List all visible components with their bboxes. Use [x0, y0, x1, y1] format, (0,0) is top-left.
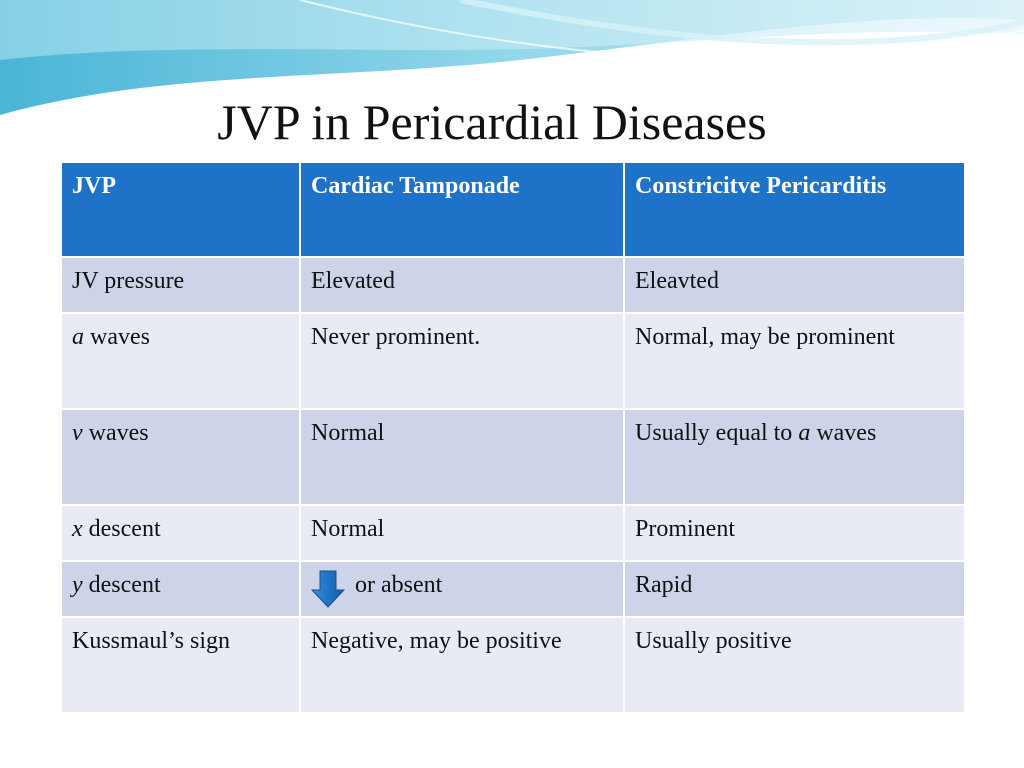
- constrictive-cell: Usually positive: [623, 616, 966, 714]
- header-constrictive-pericarditis: Constricitve Pericarditis: [623, 161, 966, 258]
- tamponade-cell: Elevated: [299, 256, 625, 314]
- table-row: v waves Normal Usually equal to a waves: [60, 408, 966, 506]
- constrictive-text-post: waves: [810, 420, 877, 446]
- param-italic: v: [72, 420, 83, 446]
- tamponade-cell: Negative, may be positive: [299, 616, 625, 714]
- param-label: waves: [84, 324, 150, 350]
- constrictive-text: Usually positive: [635, 628, 792, 654]
- table-row: JV pressure Elevated Eleavted: [60, 256, 966, 314]
- param-cell: JV pressure: [60, 256, 301, 314]
- param-cell: a waves: [60, 312, 301, 410]
- constrictive-cell: Usually equal to a waves: [623, 408, 966, 506]
- tamponade-cell: Normal: [299, 504, 625, 562]
- slide-title: JVP in Pericardial Diseases: [217, 94, 767, 150]
- constrictive-cell: Prominent: [623, 504, 966, 562]
- param-label: descent: [82, 572, 161, 598]
- table-row: a waves Never prominent. Normal, may be …: [60, 312, 966, 410]
- tamponade-cell: or absent: [299, 560, 625, 618]
- table-row: y descent or absent Rapid: [60, 560, 966, 618]
- param-cell: Kussmaul’s sign: [60, 616, 301, 714]
- tamponade-cell: Normal: [299, 408, 625, 506]
- tamponade-cell: Never prominent.: [299, 312, 625, 410]
- constrictive-cell: Eleavted: [623, 256, 966, 314]
- constrictive-text: Rapid: [635, 572, 693, 598]
- header-cardiac-tamponade: Cardiac Tamponade: [299, 161, 625, 258]
- table-row: x descent Normal Prominent: [60, 504, 966, 562]
- wave-decoration: [0, 0, 1024, 120]
- param-label: JV pressure: [72, 268, 185, 294]
- constrictive-text: Usually equal to: [635, 420, 799, 446]
- param-label: descent: [82, 516, 161, 542]
- param-cell: y descent: [60, 560, 301, 618]
- tamponade-text: or absent: [355, 572, 443, 598]
- param-cell: x descent: [60, 504, 301, 562]
- table-row: Kussmaul’s sign Negative, may be positiv…: [60, 616, 966, 714]
- constrictive-text: Normal, may be prominent: [635, 324, 895, 350]
- constrictive-italic: a: [798, 420, 811, 446]
- constrictive-cell: Rapid: [623, 560, 966, 618]
- param-label: waves: [82, 420, 149, 446]
- constrictive-text: Eleavted: [635, 268, 719, 294]
- jvp-table: JVP Cardiac Tamponade Constricitve Peric…: [60, 161, 966, 714]
- param-cell: v waves: [60, 408, 301, 506]
- param-italic: x: [72, 516, 83, 542]
- header-jvp: JVP: [60, 161, 301, 258]
- param-italic: a: [72, 324, 84, 350]
- param-italic: y: [72, 572, 83, 598]
- param-label: Kussmaul’s sign: [72, 628, 231, 654]
- constrictive-cell: Normal, may be prominent: [623, 312, 966, 410]
- constrictive-text: Prominent: [635, 516, 735, 542]
- table-header-row: JVP Cardiac Tamponade Constricitve Peric…: [60, 161, 966, 258]
- down-arrow-icon: [311, 570, 345, 608]
